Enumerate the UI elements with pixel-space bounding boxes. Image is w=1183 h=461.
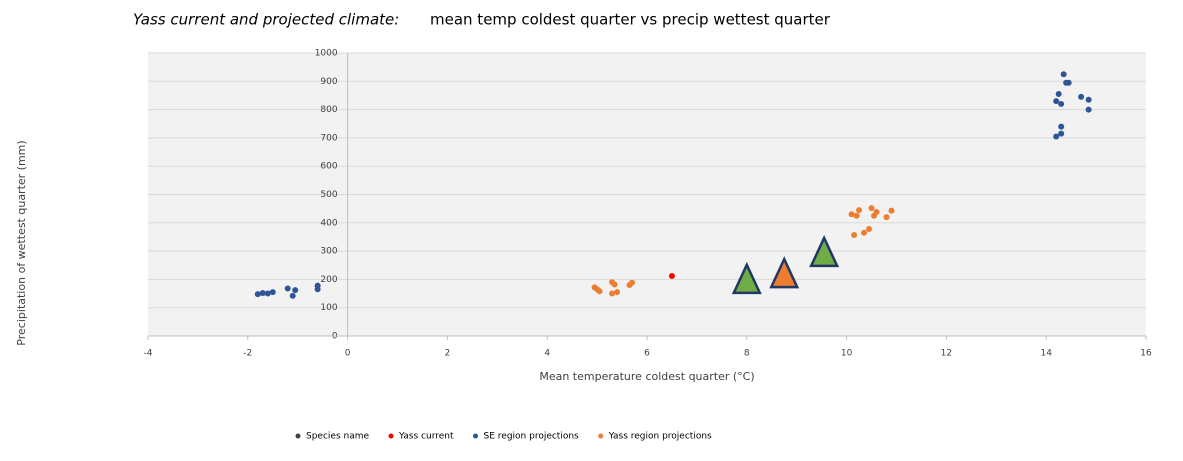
y-tick-label: 1000 <box>315 49 338 59</box>
x-axis-label: Mean temperature coldest quarter (°C) <box>539 370 754 383</box>
point <box>259 289 266 296</box>
y-tick-label: 800 <box>320 105 337 115</box>
y-tick-label: 600 <box>320 162 337 172</box>
x-tick-label: 14 <box>1040 349 1052 359</box>
point <box>668 273 675 280</box>
legend-label: Yass current <box>398 432 454 442</box>
triangle-marker <box>809 234 840 268</box>
y-tick-label: 300 <box>320 247 337 257</box>
point <box>284 285 291 292</box>
point <box>314 286 321 293</box>
y-axis-label: Precipitation of wettest quarter (mm) <box>15 140 28 345</box>
point <box>1060 71 1067 78</box>
legend-marker <box>295 433 301 439</box>
point <box>614 289 621 296</box>
point <box>1053 133 1060 140</box>
x-tick-label: -4 <box>144 349 153 359</box>
y-tick-label: 100 <box>320 303 337 313</box>
x-tick-label: 10 <box>841 349 853 359</box>
y-tick-label: 500 <box>320 190 337 200</box>
legend-marker <box>388 433 394 439</box>
point <box>853 212 860 219</box>
y-tick-label: 400 <box>320 218 337 228</box>
x-tick-label: -2 <box>243 349 252 359</box>
point <box>1078 93 1085 100</box>
y-tick-label: 200 <box>320 275 337 285</box>
legend-label: Species name <box>306 432 369 442</box>
x-tick-label: 16 <box>1140 349 1152 359</box>
chart-title: Yass current and projected climate: <box>133 11 399 29</box>
x-tick-label: 2 <box>445 349 451 359</box>
legend-marker <box>598 433 604 439</box>
x-tick-label: 4 <box>544 349 550 359</box>
x-tick-label: 6 <box>644 349 650 359</box>
point <box>269 289 276 296</box>
point <box>1058 123 1065 130</box>
point <box>254 291 261 298</box>
y-tick-label: 700 <box>320 133 337 143</box>
point <box>289 292 296 299</box>
x-tick-label: 0 <box>345 349 351 359</box>
point <box>1058 130 1065 137</box>
legend-label: SE region projections <box>484 432 580 442</box>
point <box>873 209 880 216</box>
point <box>1053 98 1060 105</box>
point <box>888 207 895 214</box>
point <box>1055 91 1062 98</box>
point <box>866 226 873 233</box>
point <box>883 214 890 221</box>
point <box>851 231 858 238</box>
legend-label: Yass region projections <box>608 432 712 442</box>
chart-subtitle: mean temp coldest quarter vs precip wett… <box>430 11 831 29</box>
legend-marker <box>473 433 479 439</box>
point <box>1058 100 1065 107</box>
point <box>609 290 616 297</box>
point <box>868 205 875 212</box>
point <box>1085 106 1092 113</box>
point <box>848 211 855 218</box>
y-tick-label: 900 <box>320 77 337 87</box>
point <box>856 207 863 214</box>
point <box>629 279 636 286</box>
point <box>264 290 271 297</box>
point <box>596 288 603 295</box>
point <box>1065 79 1072 86</box>
x-tick-label: 12 <box>941 349 952 359</box>
x-tick-label: 8 <box>744 349 750 359</box>
triangle-marker <box>769 256 800 289</box>
point <box>1085 96 1092 103</box>
point <box>292 287 299 294</box>
point <box>611 281 618 288</box>
point <box>861 229 868 236</box>
triangle-marker <box>731 261 762 295</box>
